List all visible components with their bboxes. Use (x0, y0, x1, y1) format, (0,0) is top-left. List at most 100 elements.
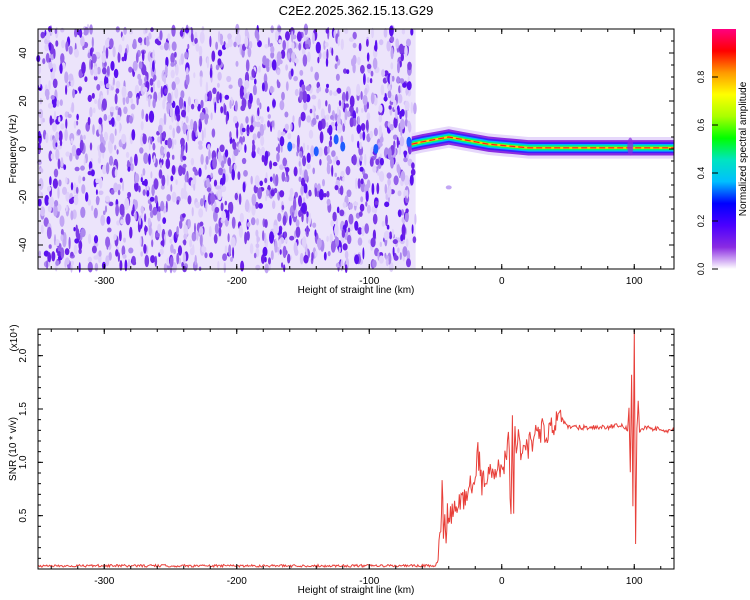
noise-speckle (50, 153, 55, 160)
noise-speckle (384, 183, 388, 194)
noise-speckle (403, 157, 408, 163)
noise-speckle (231, 168, 235, 181)
noise-speckle (189, 239, 193, 248)
noise-speckle (358, 145, 364, 156)
noise-speckle (241, 157, 247, 165)
noise-speckle (406, 189, 409, 199)
noise-speckle (244, 144, 247, 153)
noise-speckle (48, 61, 53, 70)
noise-speckle (407, 120, 411, 129)
noise-speckle (399, 252, 402, 261)
noise-speckle (275, 174, 279, 187)
noise-speckle (345, 166, 351, 176)
noise-speckle (323, 193, 327, 198)
noise-speckle (79, 139, 84, 152)
noise-speckle (117, 252, 120, 262)
noise-speckle (92, 107, 96, 114)
noise-speckle (359, 154, 363, 162)
noise-speckle (152, 49, 155, 61)
noise-speckle (89, 47, 93, 57)
noise-speckle (373, 127, 378, 137)
noise-speckle (180, 90, 185, 99)
noise-speckle (60, 247, 65, 259)
noise-speckle (326, 83, 329, 89)
noise-speckle (236, 33, 241, 46)
noise-speckle (167, 33, 171, 41)
noise-speckle (389, 25, 394, 37)
noise-speckle (130, 103, 136, 110)
noise-speckle (394, 107, 398, 120)
noise-speckle (389, 124, 394, 131)
noise-speckle (298, 176, 302, 182)
colorbar-tick-label: 0.4 (696, 167, 706, 180)
noise-speckle (264, 256, 267, 263)
noise-speckle (167, 92, 172, 104)
noise-speckle (409, 174, 414, 186)
noise-speckle (116, 149, 119, 155)
noise-speckle (331, 47, 334, 56)
noise-speckle (185, 73, 190, 86)
noise-speckle (385, 214, 388, 227)
noise-speckle (389, 231, 393, 240)
noise-speckle (65, 204, 68, 212)
noise-speckle (310, 66, 314, 73)
noise-speckle (44, 194, 50, 206)
noise-speckle (44, 43, 50, 52)
noise-speckle (387, 147, 392, 160)
noise-speckle (242, 181, 246, 193)
noise-speckle (251, 193, 257, 206)
noise-speckle (212, 157, 218, 170)
noise-blob (287, 141, 293, 152)
noise-speckle (354, 254, 360, 265)
noise-speckle (281, 171, 286, 182)
noise-speckle (56, 203, 62, 212)
noise-speckle (95, 189, 98, 195)
spec-ytick-label: 40 (18, 47, 29, 59)
spectrogram-ylabel: Frequency (Hz) (8, 115, 19, 184)
noise-speckle (335, 262, 340, 268)
noise-speckle (220, 202, 224, 212)
noise-speckle (149, 203, 153, 212)
noise-speckle (300, 111, 306, 122)
noise-speckle (43, 217, 49, 227)
noise-speckle (109, 38, 114, 49)
noise-speckle (112, 77, 115, 86)
noise-speckle (65, 41, 69, 52)
noise-speckle (56, 99, 60, 108)
noise-speckle (121, 133, 127, 145)
noise-speckle (75, 228, 80, 239)
noise-speckle (385, 255, 390, 261)
noise-speckle (233, 41, 237, 48)
noise-speckle (194, 98, 199, 108)
noise-speckle (271, 120, 275, 128)
noise-speckle (57, 145, 62, 150)
noise-speckle (221, 210, 227, 222)
noise-speckle (119, 177, 123, 183)
noise-speckle (252, 121, 258, 127)
noise-speckle (370, 146, 374, 157)
noise-speckle (336, 123, 343, 134)
noise-speckle (190, 33, 194, 43)
noise-speckle (410, 101, 413, 114)
noise-speckle (140, 205, 144, 214)
noise-speckle (59, 99, 63, 106)
noise-speckle (87, 170, 92, 176)
noise-speckle (68, 73, 74, 82)
noise-speckle (358, 211, 363, 217)
noise-speckle (55, 239, 60, 247)
noise-speckle (374, 200, 379, 206)
snr-xtick-label: 0 (499, 576, 505, 587)
noise-speckle (379, 241, 382, 247)
noise-speckle (219, 144, 225, 153)
noise-speckle (257, 131, 261, 139)
noise-speckle (140, 177, 143, 183)
noise-speckle (148, 32, 152, 40)
noise-speckle (397, 247, 400, 254)
noise-speckle (276, 51, 282, 62)
noise-speckle (53, 204, 58, 217)
noise-speckle (204, 115, 208, 125)
noise-speckle (224, 94, 230, 100)
noise-speckle (302, 236, 307, 249)
noise-speckle (164, 41, 169, 51)
noise-speckle (247, 47, 252, 58)
